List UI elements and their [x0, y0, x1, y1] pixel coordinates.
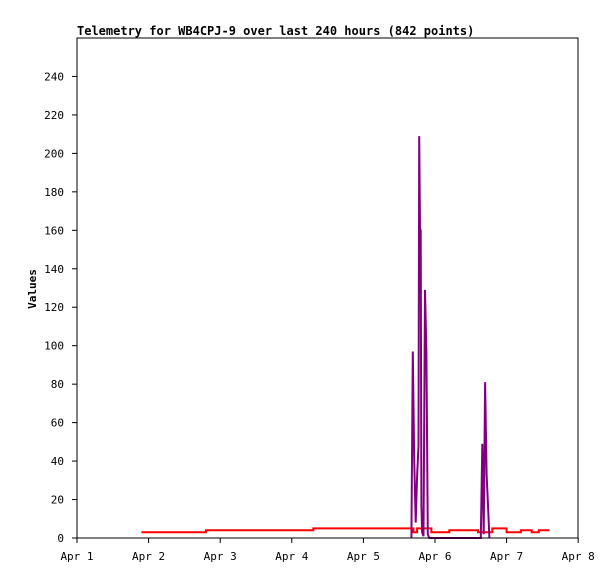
y-tick-label: 140 [44, 263, 64, 276]
y-tick-label: 100 [44, 340, 64, 353]
x-axis-ticks: Apr 1 Apr 2 Apr 3 Apr 4 Apr 5 Apr 6 Apr 7 Apr 8 [60, 538, 595, 563]
y-tick-label: 220 [44, 109, 64, 122]
series-line-2 [410, 136, 491, 539]
series-layer [141, 136, 550, 539]
y-tick-label: 20 [51, 494, 64, 507]
y-axis-label: Values [26, 269, 39, 309]
y-tick-label: 40 [51, 455, 64, 468]
x-tick-label: Apr 4 [275, 550, 308, 563]
x-tick-label: Apr 6 [418, 550, 451, 563]
x-tick-label: Apr 2 [132, 550, 165, 563]
plot-area-frame [76, 37, 579, 539]
y-tick-label: 120 [44, 301, 64, 314]
y-axis-ticks: 0 20 40 60 80 100 120 140 160 180 200 220 240 [44, 70, 77, 545]
x-tick-label: Apr 7 [490, 550, 523, 563]
y-tick-label: 180 [44, 186, 64, 199]
series-line-1 [141, 527, 550, 534]
y-tick-label: 0 [57, 532, 64, 545]
y-tick-label: 160 [44, 224, 64, 237]
x-tick-label: Apr 3 [204, 550, 237, 563]
x-tick-label: Apr 5 [347, 550, 380, 563]
y-tick-label: 60 [51, 417, 64, 430]
y-tick-label: 80 [51, 378, 64, 391]
x-tick-label: Apr 8 [562, 550, 595, 563]
chart-title: Telemetry for WB4CPJ-9 over last 240 hou… [77, 24, 474, 38]
y-tick-label: 240 [44, 70, 64, 83]
y-tick-label: 200 [44, 147, 64, 160]
x-tick-label: Apr 1 [60, 550, 93, 563]
